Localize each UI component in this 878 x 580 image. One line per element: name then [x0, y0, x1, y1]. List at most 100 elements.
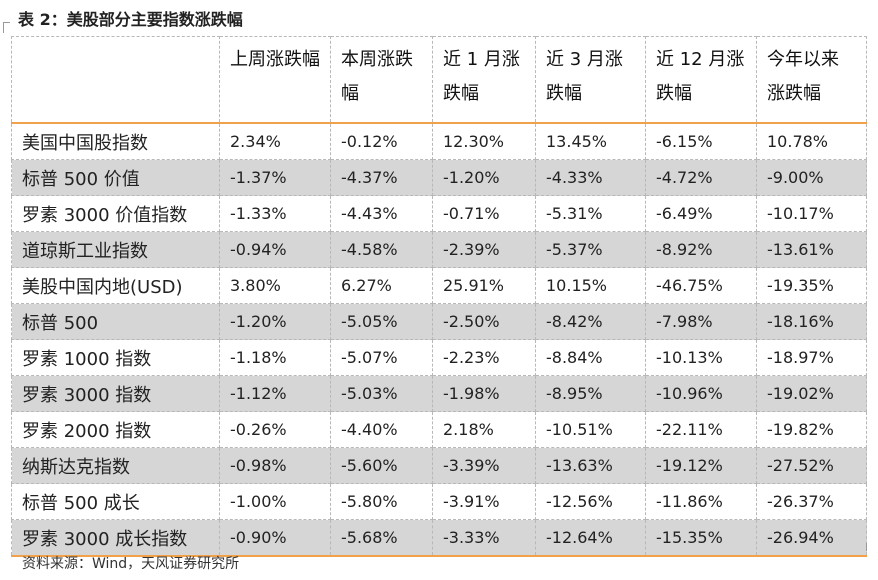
header-ytd: 今年以来涨跌幅: [756, 36, 867, 124]
cell-this-week: -5.03%: [330, 375, 433, 412]
cell-last-week: -0.90%: [219, 519, 331, 557]
cell-index-name: 标普 500 价值: [11, 159, 220, 196]
cell-1-month: 2.18%: [432, 411, 536, 448]
cell-ytd: -26.94%: [756, 519, 867, 557]
cell-this-week: -5.07%: [330, 339, 433, 376]
cell-index-name: 罗素 2000 指数: [11, 411, 220, 448]
cell-ytd: -9.00%: [756, 159, 867, 196]
cell-this-week: -4.40%: [330, 411, 433, 448]
cell-1-month: -0.71%: [432, 195, 536, 232]
cell-this-week: -5.80%: [330, 483, 433, 520]
cell-last-week: 3.80%: [219, 267, 331, 304]
cell-index-name: 道琼斯工业指数: [11, 231, 220, 268]
source-note: 资料来源：Wind，天风证券研究所: [22, 556, 240, 572]
cell-1-month: -1.98%: [432, 375, 536, 412]
cell-this-week: -5.68%: [330, 519, 433, 557]
cell-1-month: -3.91%: [432, 483, 536, 520]
cell-this-week: -4.37%: [330, 159, 433, 196]
cell-12-month: -22.11%: [645, 411, 757, 448]
cell-last-week: -1.37%: [219, 159, 331, 196]
cell-ytd: -19.35%: [756, 267, 867, 304]
cell-3-month: 13.45%: [535, 122, 646, 160]
table-row: 标普 500 -1.20% -5.05% -2.50% -8.42% -7.98% -18.…: [11, 303, 867, 340]
cell-index-name: 罗素 1000 指数: [11, 339, 220, 376]
cell-index-name: 标普 500: [11, 303, 220, 340]
corner-mark-right: [866, 543, 871, 551]
cell-12-month: -7.98%: [645, 303, 757, 340]
cell-12-month: -6.15%: [645, 122, 757, 160]
cell-3-month: -12.56%: [535, 483, 646, 520]
cell-this-week: -5.05%: [330, 303, 433, 340]
cell-1-month: -2.39%: [432, 231, 536, 268]
cell-ytd: -13.61%: [756, 231, 867, 268]
cell-last-week: -0.94%: [219, 231, 331, 268]
header-1-month: 近 1 月涨跌幅: [432, 36, 536, 124]
cell-1-month: -1.20%: [432, 159, 536, 196]
header-index-name: [11, 36, 220, 124]
cell-12-month: -11.86%: [645, 483, 757, 520]
cell-last-week: -1.12%: [219, 375, 331, 412]
cell-12-month: -10.96%: [645, 375, 757, 412]
table-row: 美股中国内地(USD) 3.80% 6.27% 25.91% 10.15% -46.75%…: [11, 267, 867, 304]
cell-3-month: 10.15%: [535, 267, 646, 304]
cell-last-week: -1.33%: [219, 195, 331, 232]
table-row: 标普 500 成长 -1.00% -5.80% -3.91% -12.56% -11.86…: [11, 483, 867, 520]
table-row: 罗素 1000 指数 -1.18% -5.07% -2.23% -8.84% -10.13…: [11, 339, 867, 376]
table-row: 标普 500 价值 -1.37% -4.37% -1.20% -4.33% -4.72% -…: [11, 159, 867, 196]
cell-12-month: -46.75%: [645, 267, 757, 304]
cell-this-week: -0.12%: [330, 122, 433, 160]
cell-last-week: -0.98%: [219, 447, 331, 484]
table-row: 罗素 3000 指数 -1.12% -5.03% -1.98% -8.95% -10.96…: [11, 375, 867, 412]
cell-1-month: -2.50%: [432, 303, 536, 340]
table-title: 表 2：美股部分主要指数涨跌幅: [18, 10, 243, 29]
cell-ytd: -18.97%: [756, 339, 867, 376]
table-row: 罗素 3000 价值指数 -1.33% -4.43% -0.71% -5.31% -6.4…: [11, 195, 867, 232]
cell-1-month: 25.91%: [432, 267, 536, 304]
cell-12-month: -4.72%: [645, 159, 757, 196]
cell-1-month: -3.33%: [432, 519, 536, 557]
cell-3-month: -5.31%: [535, 195, 646, 232]
table-row: 纳斯达克指数 -0.98% -5.60% -3.39% -13.63% -19.12% -2…: [11, 447, 867, 484]
cell-index-name: 罗素 3000 成长指数: [11, 519, 220, 557]
cell-ytd: -10.17%: [756, 195, 867, 232]
header-3-month: 近 3 月涨跌幅: [535, 36, 646, 124]
cell-last-week: -0.26%: [219, 411, 331, 448]
cell-ytd: 10.78%: [756, 122, 867, 160]
cell-this-week: -5.60%: [330, 447, 433, 484]
cell-3-month: -10.51%: [535, 411, 646, 448]
cell-ytd: -27.52%: [756, 447, 867, 484]
cell-last-week: 2.34%: [219, 122, 331, 160]
header-last-week: 上周涨跌幅: [219, 36, 331, 124]
cell-last-week: -1.18%: [219, 339, 331, 376]
cell-3-month: -8.84%: [535, 339, 646, 376]
cell-12-month: -15.35%: [645, 519, 757, 557]
cell-index-name: 美国中国股指数: [11, 122, 220, 160]
table-row: 道琼斯工业指数 -0.94% -4.58% -2.39% -5.37% -8.92% -13…: [11, 231, 867, 268]
cell-index-name: 罗素 3000 价值指数: [11, 195, 220, 232]
cell-index-name: 标普 500 成长: [11, 483, 220, 520]
cell-this-week: 6.27%: [330, 267, 433, 304]
cell-index-name: 纳斯达克指数: [11, 447, 220, 484]
table-row: 罗素 2000 指数 -0.26% -4.40% 2.18% -10.51% -22.11…: [11, 411, 867, 448]
table-row: 美国中国股指数 2.34% -0.12% 12.30% 13.45% -6.15% 10.7…: [11, 122, 867, 160]
cell-3-month: -13.63%: [535, 447, 646, 484]
cell-12-month: -8.92%: [645, 231, 757, 268]
cell-ytd: -19.02%: [756, 375, 867, 412]
cell-3-month: -4.33%: [535, 159, 646, 196]
cell-12-month: -6.49%: [645, 195, 757, 232]
cell-index-name: 罗素 3000 指数: [11, 375, 220, 412]
corner-mark: [3, 22, 10, 33]
cell-ytd: -19.82%: [756, 411, 867, 448]
cell-ytd: -18.16%: [756, 303, 867, 340]
index-performance-table: 上周涨跌幅 本周涨跌幅 近 1 月涨跌幅 近 3 月涨跌幅 近 12 月涨跌幅 …: [11, 36, 867, 557]
cell-3-month: -5.37%: [535, 231, 646, 268]
cell-ytd: -26.37%: [756, 483, 867, 520]
header-12-month: 近 12 月涨跌幅: [645, 36, 757, 124]
cell-3-month: -8.95%: [535, 375, 646, 412]
cell-12-month: -19.12%: [645, 447, 757, 484]
cell-this-week: -4.43%: [330, 195, 433, 232]
cell-last-week: -1.20%: [219, 303, 331, 340]
table-header-row: 上周涨跌幅 本周涨跌幅 近 1 月涨跌幅 近 3 月涨跌幅 近 12 月涨跌幅 …: [11, 36, 867, 124]
cell-3-month: -8.42%: [535, 303, 646, 340]
cell-1-month: -2.23%: [432, 339, 536, 376]
